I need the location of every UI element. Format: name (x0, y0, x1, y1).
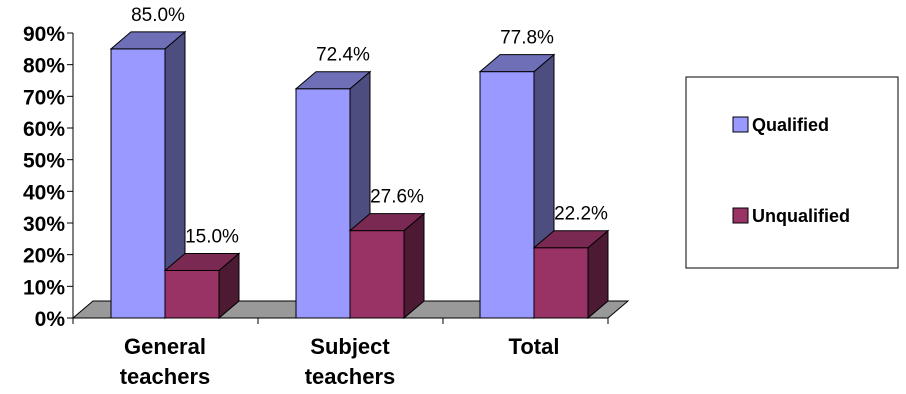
y-tick-label: 10% (23, 276, 65, 299)
category-label-line: teachers (305, 364, 396, 389)
y-tick-label: 20% (23, 245, 65, 268)
bar-top (478, 54, 556, 73)
bar-top (532, 230, 610, 249)
bar-unqualified-subject-teachers (348, 212, 426, 320)
y-tick-label: 50% (23, 150, 65, 173)
y-tick-label: 60% (23, 118, 65, 141)
y-tick-label: 90% (23, 23, 65, 46)
bar-top (294, 71, 372, 90)
data-label: 15.0% (185, 227, 239, 248)
data-label: 85.0% (131, 5, 185, 26)
bar-front (349, 230, 405, 319)
category-label-line: Total (509, 334, 560, 359)
y-tick-label: 0% (35, 308, 66, 331)
category-label-line: Subject (310, 334, 390, 359)
bar-front (479, 71, 535, 319)
y-tick-label: 70% (23, 86, 65, 109)
bars (109, 30, 610, 320)
data-label: 77.8% (500, 28, 554, 49)
bar-front (295, 88, 351, 319)
legend-swatch-unqualified (732, 207, 749, 224)
bar-front (533, 247, 589, 319)
bar-top (163, 253, 241, 271)
category-label: Subject teachers (305, 334, 396, 389)
bar-front (164, 270, 220, 319)
legend-frame (685, 76, 899, 269)
y-tick-label: 40% (23, 181, 65, 204)
legend-label-unqualified: Unqualified (752, 206, 850, 226)
bar-top (348, 213, 426, 232)
data-label: 27.6% (370, 187, 424, 208)
legend: Qualified Unqualified (685, 76, 899, 269)
bar-qualified-general-teachers (109, 30, 187, 320)
category-label-line: teachers (120, 364, 211, 389)
legend-swatch-qualified (732, 116, 749, 133)
labels: 85.0% 15.0% General teachers 72.4% 27.6% Subje… (120, 5, 608, 389)
category-label-line: General (124, 334, 206, 359)
legend-label-qualified: Qualified (752, 115, 829, 135)
bar-top (109, 31, 187, 50)
category-label: Total (509, 334, 560, 359)
bar-front (110, 48, 166, 319)
bar-side (403, 212, 425, 320)
y-tick-label: 30% (23, 213, 65, 236)
bar-unqualified-total (532, 229, 610, 320)
data-label: 72.4% (316, 45, 370, 66)
y-tick-label: 80% (23, 55, 65, 78)
data-label: 22.2% (554, 204, 608, 225)
bar-unqualified-general-teachers (163, 252, 241, 320)
category-label: General teachers (120, 334, 211, 389)
